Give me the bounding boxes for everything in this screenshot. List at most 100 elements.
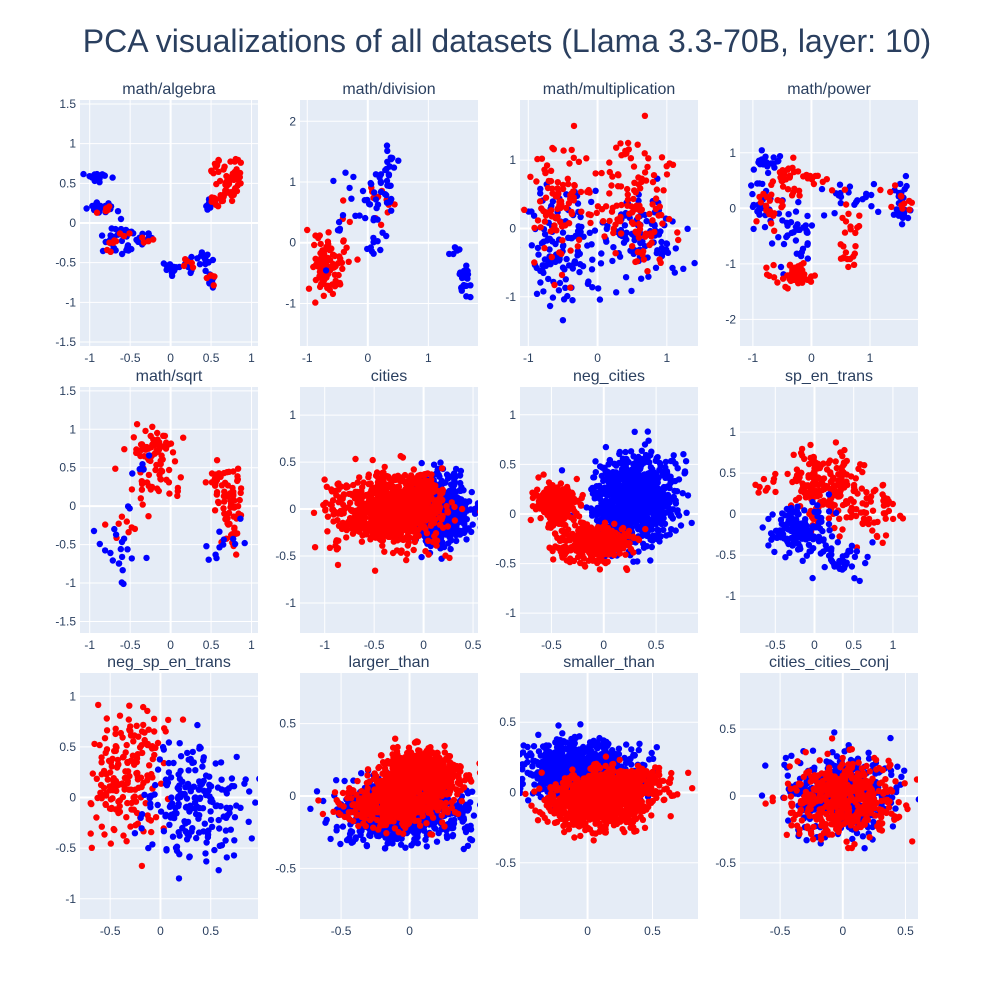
scatter-point-blue — [758, 147, 765, 154]
scatter-point-blue — [109, 174, 116, 181]
scatter-point-red — [386, 503, 393, 511]
scatter-point-red — [566, 534, 573, 542]
scatter-point-red — [825, 515, 833, 522]
scatter-point-blue — [390, 164, 398, 171]
scatter-point-red — [630, 549, 637, 556]
scatter-point-blue — [456, 531, 464, 538]
x-tick-label: 0.5 — [203, 638, 220, 652]
scatter-point-red — [660, 187, 667, 194]
scatter-point-red — [571, 182, 578, 189]
scatter-point-red — [437, 493, 444, 501]
scatter-point-red — [367, 502, 374, 509]
scatter-point-blue — [775, 157, 782, 165]
y-tick-label: 0 — [69, 216, 76, 230]
scatter-point-blue — [537, 190, 544, 197]
x-tick-label: 1 — [248, 638, 255, 652]
scatter-point-red — [125, 529, 132, 536]
scatter-point-red — [807, 441, 814, 449]
scatter-point-blue — [418, 459, 425, 467]
scatter-point-blue — [836, 181, 844, 188]
scatter-point-red — [839, 452, 846, 460]
scatter-point-red — [427, 496, 434, 503]
scatter-point-blue — [339, 212, 347, 219]
x-tick-label: 1 — [867, 351, 874, 365]
scatter-points — [520, 112, 698, 324]
scatter-point-red — [381, 548, 388, 555]
scatter-point-red — [606, 190, 613, 197]
scatter-point-red — [149, 423, 156, 430]
scatter-point-red — [597, 554, 604, 562]
scatter-point-red — [649, 178, 657, 186]
scatter-point-red — [317, 268, 325, 276]
scatter-point-blue — [606, 457, 614, 464]
scatter-point-blue — [748, 182, 755, 189]
scatter-point-red — [810, 481, 818, 488]
scatter-point-blue — [669, 264, 676, 272]
scatter-point-blue — [452, 465, 460, 473]
scatter-point-red — [106, 239, 113, 246]
scatter-point-red — [557, 204, 564, 212]
scatter-point-blue — [661, 492, 668, 499]
scatter-point-red — [328, 488, 336, 495]
scatter-point-red — [753, 218, 760, 225]
scatter-point-red — [905, 197, 913, 205]
scatter-point-red — [563, 557, 570, 564]
scatter-point-blue — [556, 256, 563, 263]
scatter-point-blue — [810, 545, 817, 552]
scatter-point-red — [587, 534, 594, 541]
scatter-point-red — [880, 502, 888, 509]
x-tick-label: -0.5 — [120, 351, 141, 365]
scatter-point-blue — [124, 242, 132, 249]
scatter-point-blue — [626, 520, 634, 528]
scatter-point-red — [317, 240, 324, 248]
scatter-point-red — [326, 544, 334, 551]
scatter-point-blue — [418, 553, 425, 561]
y-tick-label: -2 — [725, 312, 736, 326]
scatter-point-red — [451, 503, 458, 511]
scatter-point-blue — [342, 169, 349, 176]
scatter-point-blue — [647, 472, 655, 480]
scatter-point-red — [237, 159, 244, 166]
scatter-point-blue — [795, 198, 802, 206]
scatter-point-red — [331, 271, 339, 278]
scatter-point-red — [324, 238, 332, 245]
x-tick-label: 0 — [808, 351, 815, 365]
y-tick-label: 0 — [69, 499, 76, 513]
scatter-point-blue — [652, 264, 660, 271]
scatter-point-red — [624, 139, 632, 147]
scatter-point-red — [541, 166, 548, 173]
scatter-point-blue — [462, 267, 469, 274]
scatter-point-red — [165, 466, 173, 474]
scatter-point-red — [623, 566, 631, 574]
scatter-point-blue — [681, 468, 689, 475]
scatter-point-blue — [202, 260, 209, 268]
scatter-point-red — [403, 491, 411, 498]
scatter-point-blue — [647, 536, 654, 543]
scatter-point-red — [832, 482, 839, 490]
scatter-point-blue — [579, 263, 587, 270]
scatter-point-red — [329, 281, 336, 288]
scatter-point-blue — [580, 233, 587, 240]
scatter-point-red — [396, 493, 404, 500]
scatter-point-blue — [782, 554, 789, 561]
scatter-point-red — [325, 229, 332, 236]
scatter-point-red — [841, 229, 849, 236]
scatter-point-red — [628, 203, 635, 210]
scatter-point-red — [568, 146, 575, 154]
scatter-point-blue — [773, 534, 781, 541]
scatter-point-blue — [653, 487, 661, 495]
scatter-point-red — [836, 515, 843, 522]
scatter-point-red — [879, 539, 886, 546]
scatter-point-red — [520, 208, 521, 211]
subplot-title: cities — [371, 368, 407, 385]
scatter-point-blue — [775, 234, 782, 241]
scatter-point-red — [634, 248, 642, 256]
scatter-point-red — [559, 185, 567, 193]
scatter-point-red — [305, 285, 313, 292]
scatter-point-red — [839, 214, 846, 222]
scatter-point-blue — [322, 267, 330, 274]
scatter-point-red — [824, 501, 832, 508]
x-tick-label: 1 — [425, 351, 432, 365]
scatter-point-red — [320, 277, 327, 284]
